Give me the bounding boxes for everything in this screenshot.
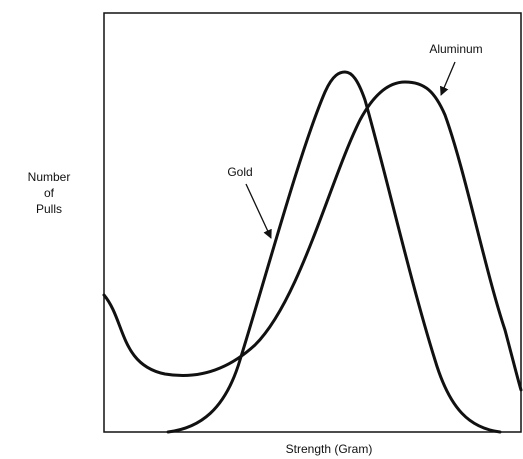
x-label: Strength (Gram): [286, 442, 373, 456]
y-label: Pulls: [36, 202, 62, 216]
gold-curve: [166, 70, 502, 434]
aluminum-arrow: [440, 61, 456, 96]
gold-arrow: [245, 183, 272, 239]
aluminum-curve: [102, 80, 523, 392]
aluminum-label: Aluminum: [429, 42, 482, 56]
y-label: of: [44, 186, 55, 200]
y-label: Number: [28, 170, 71, 184]
gold-label: Gold: [227, 165, 252, 179]
plot-frame: [103, 12, 522, 433]
